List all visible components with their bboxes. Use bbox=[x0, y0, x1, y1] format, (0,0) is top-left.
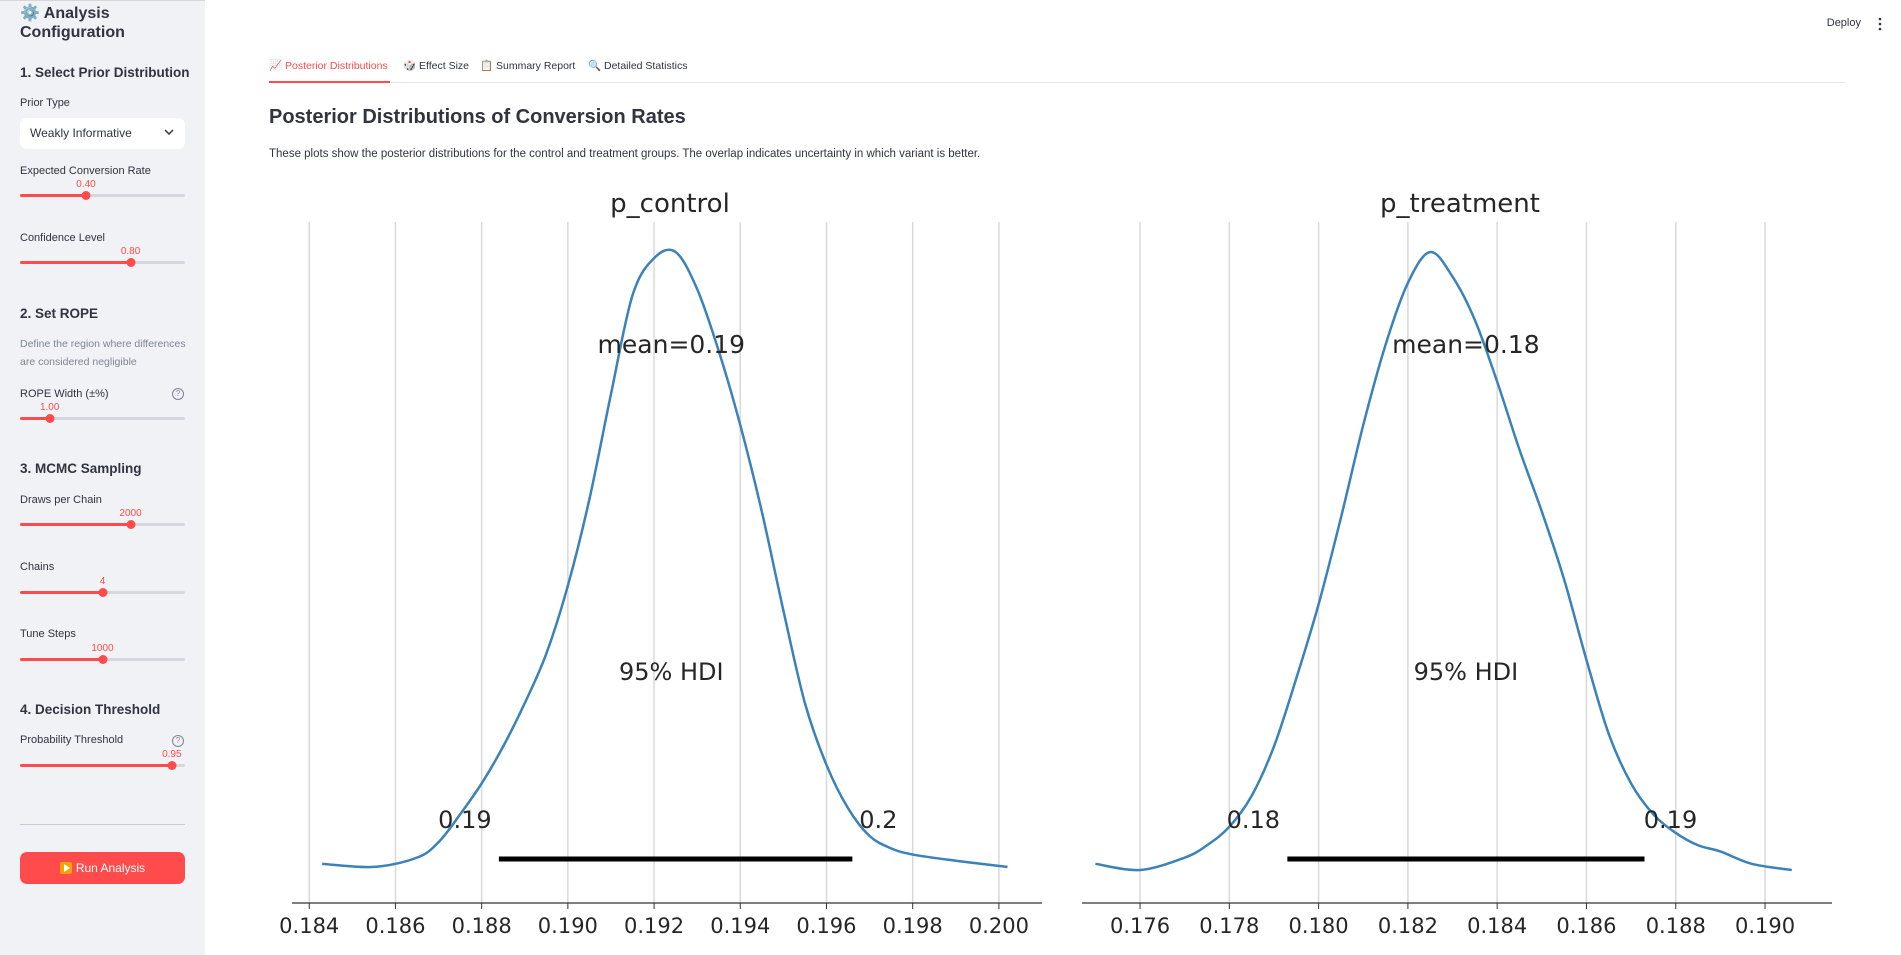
expected-rate-slider[interactable]: 0.40 bbox=[20, 179, 185, 203]
slider-value: 1000 bbox=[91, 643, 114, 654]
rope-width-slider[interactable]: 1.00 bbox=[20, 402, 185, 426]
section-prior-heading: 1. Select Prior Distribution bbox=[20, 65, 190, 80]
deploy-button[interactable]: Deploy bbox=[1826, 17, 1861, 29]
x-tick-label: 0.198 bbox=[883, 914, 943, 938]
slider-thumb[interactable] bbox=[45, 414, 55, 423]
slider-thumb[interactable] bbox=[167, 761, 177, 770]
hdi-high-label: 0.2 bbox=[859, 806, 897, 834]
more-options-icon[interactable] bbox=[1877, 17, 1883, 31]
slider-fill bbox=[20, 261, 131, 264]
slider-fill bbox=[20, 591, 103, 594]
x-tick-label: 0.188 bbox=[1646, 914, 1706, 938]
slider-value: 0.95 bbox=[162, 749, 182, 760]
slider-value: 2000 bbox=[119, 508, 142, 519]
hdi-low-label: 0.18 bbox=[1227, 806, 1280, 834]
active-tab-indicator bbox=[269, 81, 390, 83]
slider-rail bbox=[20, 194, 185, 197]
slider-thumb[interactable] bbox=[98, 655, 107, 664]
prior-type-select[interactable]: Weakly Informative bbox=[20, 118, 185, 149]
chains-slider[interactable]: 4 bbox=[20, 576, 185, 600]
tune-label: Tune Steps bbox=[20, 628, 76, 640]
hdi-high-label: 0.19 bbox=[1644, 806, 1697, 834]
x-tick-label: 0.200 bbox=[969, 914, 1029, 938]
run-analysis-label: Run Analysis bbox=[75, 861, 146, 875]
rope-description: Define the region where differences are … bbox=[20, 338, 186, 368]
section-mcmc-heading: 3. MCMC Sampling bbox=[20, 461, 142, 476]
x-tick-label: 0.176 bbox=[1110, 914, 1170, 938]
x-tick-label: 0.184 bbox=[1467, 914, 1527, 938]
slider-thumb[interactable] bbox=[98, 588, 107, 597]
density-curve bbox=[322, 248, 1008, 869]
slider-fill bbox=[20, 764, 172, 767]
slider-value: 0.80 bbox=[120, 246, 141, 257]
slider-value: 1.00 bbox=[39, 402, 60, 413]
confidence-label: Confidence Level bbox=[20, 232, 106, 244]
sidebar: ⚙️ Analysis Configuration 1. Select Prio… bbox=[0, 0, 205, 955]
sidebar-title: ⚙️ Analysis Configuration bbox=[20, 5, 125, 41]
rope-width-label: ROPE Width (±%) bbox=[20, 388, 109, 400]
help-icon[interactable]: ? bbox=[172, 735, 184, 747]
slider-fill bbox=[20, 658, 103, 661]
mean-label: mean=0.18 bbox=[1392, 330, 1540, 359]
tab-summary-report[interactable]: 📋 Summary Report bbox=[480, 60, 576, 72]
chart-title: p_control bbox=[610, 189, 730, 219]
x-tick-label: 0.178 bbox=[1199, 914, 1259, 938]
sidebar-divider bbox=[20, 824, 185, 825]
hdi-label: 95% HDI bbox=[619, 658, 724, 686]
prior-type-value: Weakly Informative bbox=[30, 126, 132, 140]
slider-rail bbox=[20, 417, 185, 420]
draws-slider[interactable]: 2000 bbox=[20, 508, 185, 532]
prob-threshold-label: Probability Threshold bbox=[20, 734, 124, 746]
x-tick-label: 0.186 bbox=[1556, 914, 1616, 938]
slider-value: 4 bbox=[99, 576, 106, 587]
slider-thumb[interactable] bbox=[126, 258, 136, 267]
x-tick-label: 0.180 bbox=[1289, 914, 1349, 938]
x-tick-label: 0.194 bbox=[710, 914, 770, 938]
x-tick-label: 0.188 bbox=[452, 914, 512, 938]
tune-slider[interactable]: 1000 bbox=[20, 643, 185, 667]
tab-posterior-distributions[interactable]: 📈 Posterior Distributions bbox=[269, 60, 388, 72]
density-curve bbox=[1095, 250, 1793, 872]
section-rope-heading: 2. Set ROPE bbox=[20, 306, 99, 321]
page-description: These plots show the posterior distribut… bbox=[269, 148, 981, 160]
x-tick-label: 0.196 bbox=[796, 914, 856, 938]
chains-label: Chains bbox=[20, 561, 55, 573]
play-icon bbox=[59, 862, 72, 874]
tab-bar: 📈 Posterior Distributions 🎲 Effect Size … bbox=[269, 55, 1845, 83]
run-analysis-button[interactable]: Run Analysis bbox=[20, 852, 185, 884]
draws-label: Draws per Chain bbox=[20, 494, 102, 506]
slider-fill bbox=[20, 417, 50, 420]
slider-fill bbox=[20, 194, 86, 197]
slider-thumb[interactable] bbox=[126, 520, 136, 529]
x-tick-label: 0.190 bbox=[538, 914, 598, 938]
tab-detailed-statistics[interactable]: 🔍 Detailed Statistics bbox=[588, 60, 688, 72]
x-tick-label: 0.182 bbox=[1378, 914, 1438, 938]
confidence-slider[interactable]: 0.80 bbox=[20, 246, 185, 270]
chart-title: p_treatment bbox=[1380, 189, 1540, 219]
x-tick-label: 0.186 bbox=[365, 914, 425, 938]
prior-type-label: Prior Type bbox=[20, 97, 70, 109]
x-tick-label: 0.190 bbox=[1735, 914, 1795, 938]
expected-rate-label: Expected Conversion Rate bbox=[20, 165, 151, 177]
chevron-down-icon bbox=[164, 129, 174, 136]
tab-effect-size[interactable]: 🎲 Effect Size bbox=[403, 60, 469, 72]
page-title: Posterior Distributions of Conversion Ra… bbox=[269, 106, 686, 128]
hdi-low-label: 0.19 bbox=[438, 806, 491, 834]
slider-thumb[interactable] bbox=[81, 191, 91, 200]
hdi-label: 95% HDI bbox=[1414, 658, 1519, 686]
prob-threshold-slider[interactable]: 0.95 bbox=[20, 749, 185, 773]
slider-value: 0.40 bbox=[76, 179, 96, 190]
x-tick-label: 0.184 bbox=[279, 914, 339, 938]
help-icon[interactable]: ? bbox=[172, 388, 184, 400]
slider-fill bbox=[20, 523, 131, 526]
x-tick-label: 0.192 bbox=[624, 914, 684, 938]
mean-label: mean=0.19 bbox=[598, 330, 746, 359]
section-decision-heading: 4. Decision Threshold bbox=[20, 702, 161, 717]
